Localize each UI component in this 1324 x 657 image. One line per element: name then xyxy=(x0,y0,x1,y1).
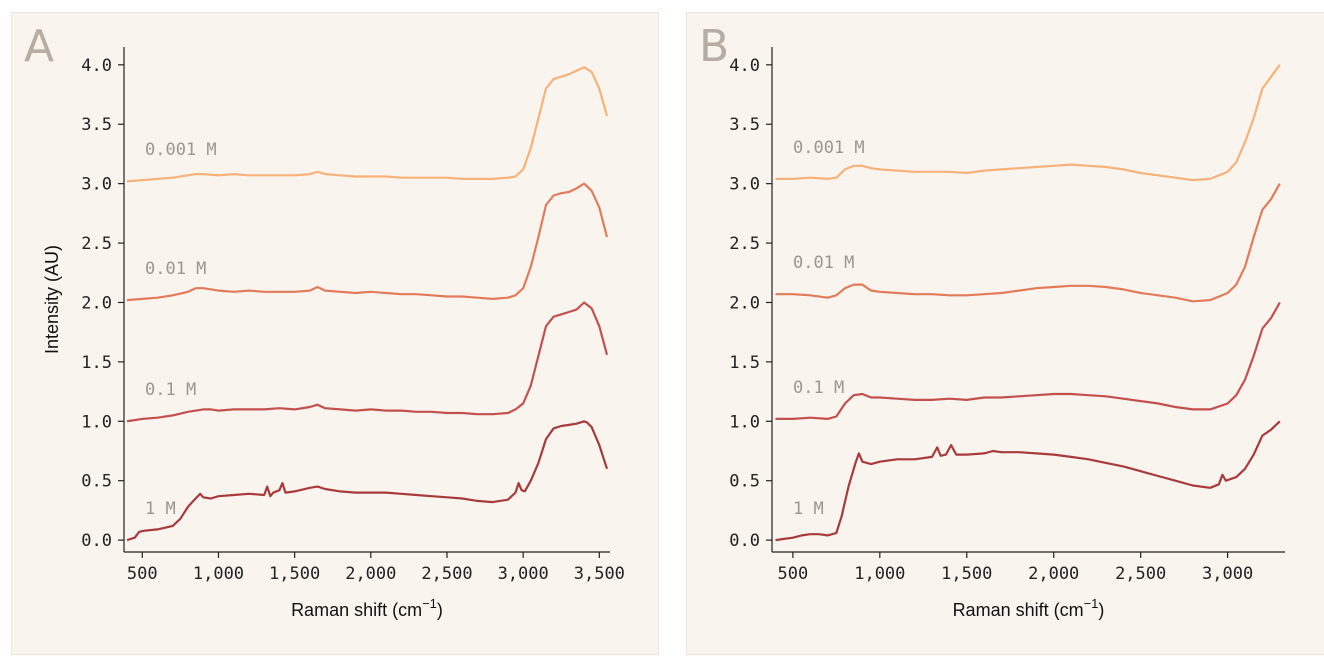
series-line xyxy=(126,420,609,542)
series-label: 0.001 M xyxy=(145,140,217,160)
y-tick-label: 0.5 xyxy=(81,472,112,492)
y-tick-label: 1.5 xyxy=(81,353,112,373)
series-line xyxy=(775,64,1281,182)
series-label: 1 M xyxy=(793,499,824,519)
x-tick-label: 500 xyxy=(127,564,158,584)
y-tick-label: 2.0 xyxy=(81,293,112,313)
series-line xyxy=(126,66,609,183)
x-tick-label: 1,500 xyxy=(269,564,320,584)
y-tick-label: 0.5 xyxy=(729,472,760,492)
x-axis-label: Raman shift (cm−1) xyxy=(953,596,1105,620)
y-tick-label: 0.0 xyxy=(729,531,760,551)
panel-label: A xyxy=(24,21,54,72)
series-label: 0.01 M xyxy=(793,253,854,273)
y-tick-label: 2.5 xyxy=(81,234,112,254)
series-label: 1 M xyxy=(145,499,176,519)
x-tick-label: 2,000 xyxy=(345,564,396,584)
x-tick-label: 1,000 xyxy=(854,564,905,584)
series-line xyxy=(775,420,1281,542)
chart-a: A 0.0 0.5 1.0 1.5 2.0 2.5 3.0 3.5 4.0 500 1,000 1,50… xyxy=(24,21,625,620)
y-tick-label: 3.0 xyxy=(81,175,112,195)
series-label: 0.1 M xyxy=(793,378,844,398)
x-tick-label: 2,500 xyxy=(1115,564,1166,584)
x-tick-label: 3,500 xyxy=(574,564,625,584)
x-tick-label: 3,000 xyxy=(498,564,549,584)
x-tick-label: 3,000 xyxy=(1202,564,1253,584)
y-tick-label: 2.5 xyxy=(729,234,760,254)
y-tick-label: 3.5 xyxy=(81,115,112,135)
panel-b: B 0.0 0.5 1.0 1.5 2.0 2.5 3.0 3.5 4.0 500 1,000 1,50… xyxy=(686,12,1324,655)
y-tick-label: 0.0 xyxy=(81,531,112,551)
y-tick-label: 1.5 xyxy=(729,353,760,373)
series-line xyxy=(775,301,1281,420)
series-line xyxy=(126,182,609,302)
y-tick-label: 3.5 xyxy=(729,115,760,135)
x-axis-label: Raman shift (cm−1) xyxy=(291,596,443,620)
y-tick-label: 1.0 xyxy=(729,412,760,432)
y-tick-label: 3.0 xyxy=(729,175,760,195)
x-tick-label: 2,000 xyxy=(1028,564,1079,584)
series-label: 0.1 M xyxy=(145,380,196,400)
series-line xyxy=(775,183,1281,303)
panel-a: A 0.0 0.5 1.0 1.5 2.0 2.5 3.0 3.5 4.0 500 1,000 1,50… xyxy=(11,12,659,655)
series-label: 0.001 M xyxy=(793,138,865,158)
panel-label: B xyxy=(699,21,729,72)
y-tick-label: 4.0 xyxy=(729,56,760,76)
x-tick-label: 1,000 xyxy=(193,564,244,584)
x-tick-label: 500 xyxy=(778,564,809,584)
x-tick-label: 2,500 xyxy=(421,564,472,584)
series-line xyxy=(126,301,609,423)
chart-b: B 0.0 0.5 1.0 1.5 2.0 2.5 3.0 3.5 4.0 500 1,000 1,50… xyxy=(699,21,1285,620)
x-tick-label: 1,500 xyxy=(941,564,992,584)
y-axis-label: Intensity (AU) xyxy=(42,245,62,354)
series-label: 0.01 M xyxy=(145,259,206,279)
y-tick-label: 1.0 xyxy=(81,412,112,432)
y-tick-label: 2.0 xyxy=(729,293,760,313)
y-tick-label: 4.0 xyxy=(81,56,112,76)
